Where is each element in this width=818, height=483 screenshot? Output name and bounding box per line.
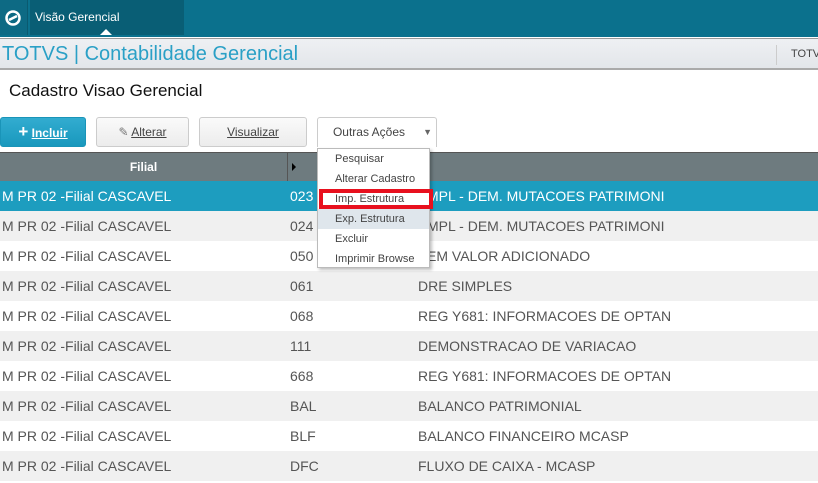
cell-description: DEMONSTRACAO DE VARIACAO (418, 338, 637, 354)
alterar-button[interactable]: ✎ Alterar (96, 117, 189, 147)
cell-description: MPL - DEM. MUTACOES PATRIMONI (427, 188, 665, 204)
cell-description: EM VALOR ADICIONADO (427, 248, 591, 264)
tab-visao-gerencial[interactable]: Visão Gerencial [02.9.0034]× (30, 0, 184, 59)
cell-description: REG Y681: INFORMACOES DE OPTAN (418, 308, 672, 324)
cell-code: 050 (290, 248, 314, 264)
alterar-label: Alterar (131, 125, 167, 139)
cell-description: DRE SIMPLES (418, 278, 513, 294)
cell-filial: M PR 02 -Filial CASCAVEL (2, 308, 172, 324)
table-row[interactable]: M PR 02 -Filial CASCAVEL 068 REG Y681: INF… (0, 301, 818, 331)
cell-filial: M PR 02 -Filial CASCAVEL (2, 368, 172, 384)
totvs-logo-icon (5, 10, 21, 26)
home-button[interactable] (0, 0, 28, 35)
cell-filial: M PR 02 -Filial CASCAVEL (2, 338, 172, 354)
cell-filial: M PR 02 -Filial CASCAVEL (2, 218, 172, 234)
active-tab-indicator (100, 29, 112, 35)
row-indicator-icon (292, 163, 296, 171)
cell-filial: M PR 02 -Filial CASCAVEL (2, 428, 172, 444)
menu-item-imprimir-browse[interactable]: Imprimir Browse (335, 253, 415, 265)
cell-code: 023 (290, 188, 314, 204)
menu-item-imp-estrutura[interactable]: Imp. Estrutura (319, 189, 433, 209)
table-row[interactable]: M PR 02 -Filial CASCAVEL 111 DEMONSTRACAO … (0, 331, 818, 361)
cell-description: MPL - DEM. MUTACOES PATRIMONI (427, 218, 665, 234)
pencil-icon: ✎ (118, 125, 129, 139)
table-row[interactable]: M PR 02 -Filial CASCAVEL 668 REG Y681: INF… (0, 361, 818, 391)
cell-code: BLF (290, 428, 316, 444)
table-row[interactable]: M PR 02 -Filial CASCAVEL DFC FLUXO DE CAIX… (0, 451, 818, 481)
cell-filial: M PR 02 -Filial CASCAVEL (2, 188, 172, 204)
cell-filial: M PR 02 -Filial CASCAVEL (2, 278, 172, 294)
outras-acoes-button[interactable]: Outras Ações ▼ (317, 117, 437, 147)
cell-description: BALANCO FINANCEIRO MCASP (418, 428, 629, 444)
table-row[interactable]: M PR 02 -Filial CASCAVEL 050 EM VALOR ADIC… (0, 241, 818, 271)
menu-item-pesquisar[interactable]: Pesquisar (335, 153, 384, 165)
top-bar: Visão Gerencial [02.9.0034]× (0, 0, 818, 59)
cell-filial: M PR 02 -Filial CASCAVEL (2, 458, 172, 474)
cell-code: 061 (290, 278, 314, 294)
cell-code: 111 (290, 338, 312, 354)
cell-code: 024 (290, 218, 314, 234)
column-header-filial[interactable]: Filial (0, 153, 288, 181)
table-row[interactable]: M PR 02 -Filial CASCAVEL BLF BALANCO FINAN… (0, 421, 818, 451)
visualizar-button[interactable]: Visualizar (199, 117, 307, 147)
app-header: TOTVS | Contabilidade Gerencial TOTVS (0, 38, 818, 70)
visualizar-label: Visualizar (227, 125, 279, 139)
divider (776, 45, 777, 65)
plus-icon: + (18, 122, 29, 141)
incluir-button[interactable]: + Incluir (0, 117, 86, 147)
cell-code: 068 (290, 308, 314, 324)
cell-filial: M PR 02 -Filial CASCAVEL (2, 398, 172, 414)
cell-description: BALANCO PATRIMONIAL (418, 398, 582, 414)
incluir-label: Incluir (31, 126, 68, 140)
user-label[interactable]: TOTVS (791, 48, 818, 60)
cell-description: REG Y681: INFORMACOES DE OPTAN (418, 368, 672, 384)
cell-code: BAL (290, 398, 317, 414)
cell-filial: M PR 02 -Filial CASCAVEL (2, 248, 172, 264)
app-title: TOTVS | Contabilidade Gerencial (2, 43, 299, 65)
page-title: Cadastro Visao Gerencial (9, 81, 203, 100)
chevron-down-icon: ▼ (423, 127, 432, 137)
cell-description: FLUXO DE CAIXA - MCASP (418, 458, 596, 474)
menu-item-excluir[interactable]: Excluir (335, 233, 369, 245)
table-row[interactable]: M PR 02 -Filial CASCAVEL 061 DRE SIMPLES (0, 271, 818, 301)
menu-item-alterar-cadastro[interactable]: Alterar Cadastro (335, 173, 416, 185)
outras-acoes-label: Outras Ações (332, 125, 406, 139)
cell-code: 668 (290, 368, 314, 384)
cell-code: DFC (290, 458, 319, 474)
menu-item-exp-estrutura[interactable]: Exp. Estrutura (318, 209, 429, 229)
table-row[interactable]: M PR 02 -Filial CASCAVEL BAL BALANCO PATRI… (0, 391, 818, 421)
outras-acoes-menu: Pesquisar Alterar Cadastro Imp. Estrutur… (317, 148, 433, 268)
